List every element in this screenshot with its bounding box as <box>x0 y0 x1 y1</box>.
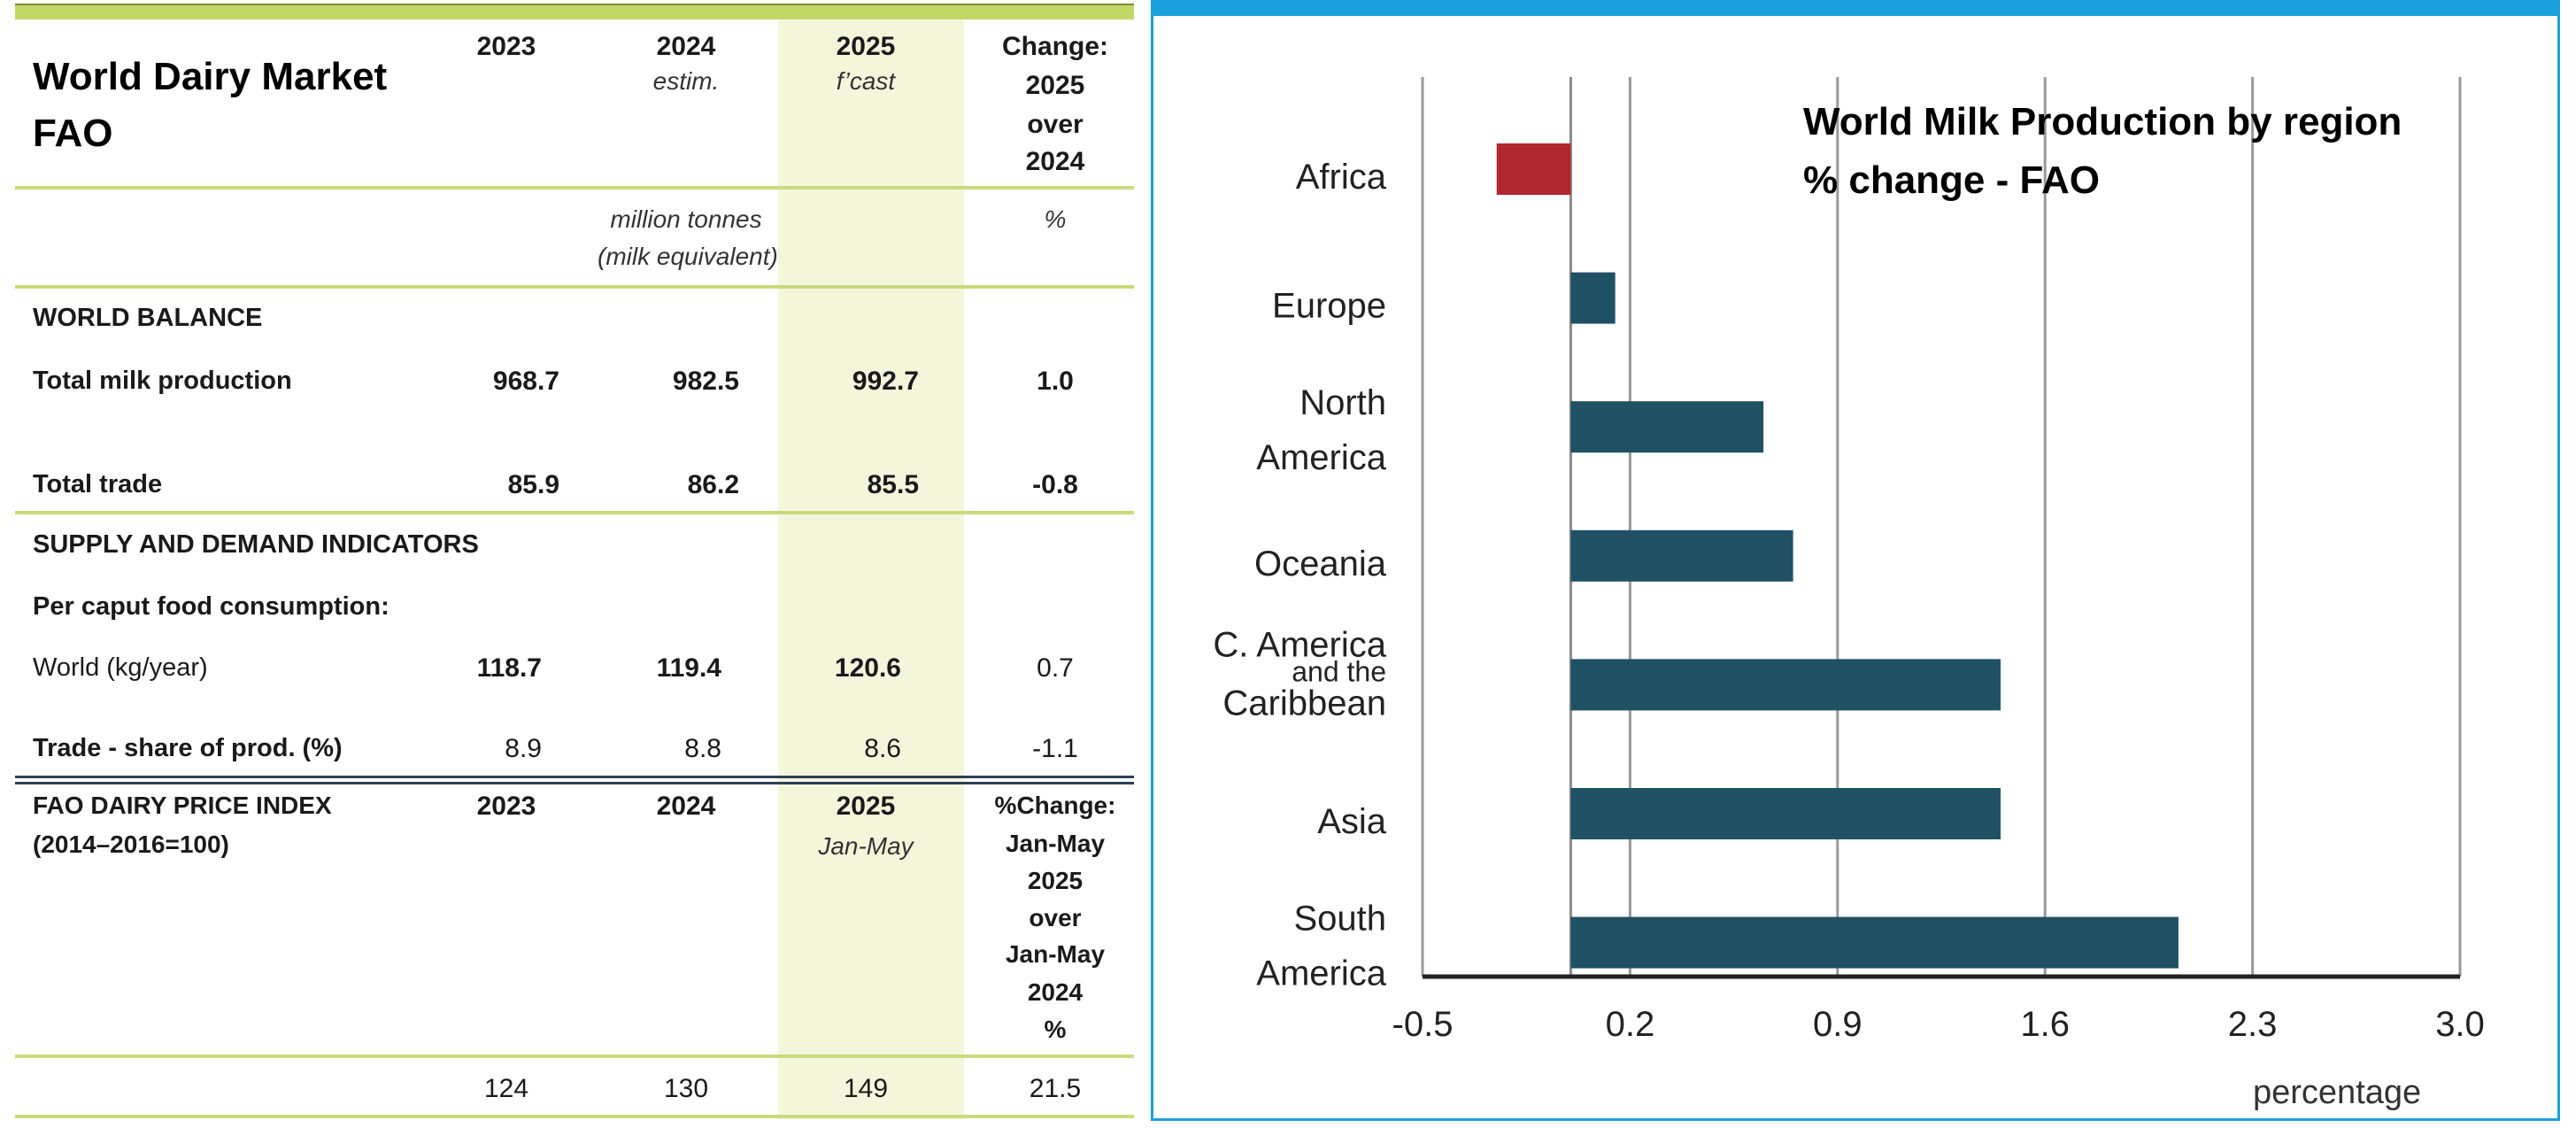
price-index-label: FAO DAIRY PRICE INDEX <box>33 792 332 819</box>
col-sub-2024: estim. <box>652 67 720 95</box>
x-tick-label: 0.9 <box>1813 1005 1863 1044</box>
y-category-label: and the <box>1292 655 1386 687</box>
table-rule <box>15 285 1134 289</box>
chart-panel <box>1151 0 2560 1121</box>
cell: 968.7 <box>492 367 559 396</box>
units-pct: % <box>1044 205 1067 233</box>
section-supply-demand: SUPPLY AND DEMAND INDICATORS <box>33 530 479 559</box>
bar-north-america <box>1570 401 1764 453</box>
price-change-header: over <box>1029 904 1082 931</box>
bar-europe <box>1570 272 1616 324</box>
table-rule <box>15 1115 1134 1118</box>
table-subtitle: FAO <box>33 112 113 155</box>
col-header-change: 2025 <box>1025 71 1085 100</box>
row-label: Trade - share of prod. (%) <box>33 734 343 762</box>
y-category-label: North <box>1300 383 1386 422</box>
x-tick-label: 2.3 <box>2228 1005 2278 1044</box>
y-category-label: America <box>1256 954 1386 993</box>
row-label: Total trade <box>33 470 163 498</box>
bar-c-america-and-the-caribbean <box>1570 659 2001 711</box>
table-rule <box>15 186 1134 189</box>
x-tick-label: 3.0 <box>2435 1005 2485 1044</box>
col-header-2023: 2023 <box>476 792 536 821</box>
col-header-change: 2024 <box>1025 147 1085 176</box>
cell: 8.9 <box>505 734 542 763</box>
cell-change: -1.1 <box>1032 734 1078 763</box>
col-header-2025: 2025 <box>836 792 896 821</box>
chart-subtitle: % change - FAO <box>1803 158 2100 202</box>
table-title: World Dairy Market <box>33 55 388 98</box>
price-change-header: 2025 <box>1027 867 1084 894</box>
col-header-2025: 2025 <box>836 32 896 61</box>
double-rule <box>15 776 1134 778</box>
cell-change: 1.0 <box>1037 367 1074 396</box>
y-category-label: America <box>1256 438 1386 477</box>
bar-oceania <box>1570 529 1793 582</box>
price-change-header: 2024 <box>1027 978 1084 1006</box>
price-index-base: (2014–2016=100) <box>33 831 229 858</box>
bar-asia <box>1570 788 2001 839</box>
x-tick-label: 0.2 <box>1606 1005 1655 1044</box>
y-category-label: Africa <box>1296 158 1387 197</box>
price-change-header: %Change: <box>994 792 1116 819</box>
double-rule <box>15 782 1134 784</box>
col-header-2024: 2024 <box>656 792 716 821</box>
x-axis-label: percentage <box>2253 1074 2421 1111</box>
cell: 85.9 <box>507 470 559 499</box>
col-sub-2025: Jan-May <box>818 832 914 860</box>
price-change-header: Jan-May <box>1005 940 1106 968</box>
table-top-rule <box>15 4 1134 19</box>
cell: 149 <box>843 1074 889 1103</box>
col-header-change: over <box>1027 110 1084 139</box>
cell: 86.2 <box>687 470 739 499</box>
cell: 124 <box>483 1074 529 1103</box>
cell-change: -0.8 <box>1032 470 1078 499</box>
price-change-header: Jan-May <box>1005 830 1106 857</box>
y-category-label: Europe <box>1272 287 1386 326</box>
cell-change: 0.7 <box>1037 653 1074 683</box>
price-change-header: % <box>1044 1016 1067 1043</box>
x-tick-label: -0.5 <box>1392 1005 1454 1044</box>
cell-change: 21.5 <box>1029 1074 1082 1103</box>
y-category-label: Asia <box>1317 802 1387 841</box>
cell: 118.7 <box>476 653 542 683</box>
y-category-label: Oceania <box>1254 545 1387 583</box>
cell: 8.6 <box>864 734 901 763</box>
bar-south-america <box>1570 916 2179 969</box>
y-category-label: Caribbean <box>1222 684 1386 722</box>
y-category-label: C. America <box>1213 625 1386 664</box>
col-header-change: Change: <box>1002 32 1108 61</box>
row-label: World (kg/year) <box>33 653 208 682</box>
col-sub-2025: f’cast <box>836 67 896 95</box>
table-rule <box>15 511 1134 514</box>
units-label: million tonnes <box>610 205 762 233</box>
col-header-2023: 2023 <box>476 32 536 61</box>
bar-africa <box>1496 143 1571 195</box>
x-tick-label: 1.6 <box>2020 1005 2070 1044</box>
cell: 992.7 <box>852 367 919 396</box>
units-label: (milk equivalent) <box>598 243 778 270</box>
cell: 119.4 <box>656 653 721 683</box>
cell: 130 <box>663 1074 709 1103</box>
cell: 982.5 <box>672 367 739 396</box>
table-rule <box>15 1055 1134 1058</box>
cell: 8.8 <box>684 734 721 763</box>
col-header-2024: 2024 <box>656 32 716 61</box>
y-category-label: South <box>1293 900 1386 939</box>
row-label: Total milk production <box>33 367 292 395</box>
cell: 85.5 <box>867 470 919 499</box>
cell: 120.6 <box>834 653 901 683</box>
chart-title: World Milk Production by region <box>1803 100 2402 143</box>
per-caput-label: Per caput food consumption: <box>33 592 389 621</box>
section-world-balance: WORLD BALANCE <box>33 304 263 332</box>
forecast-column-highlight <box>778 18 964 1119</box>
